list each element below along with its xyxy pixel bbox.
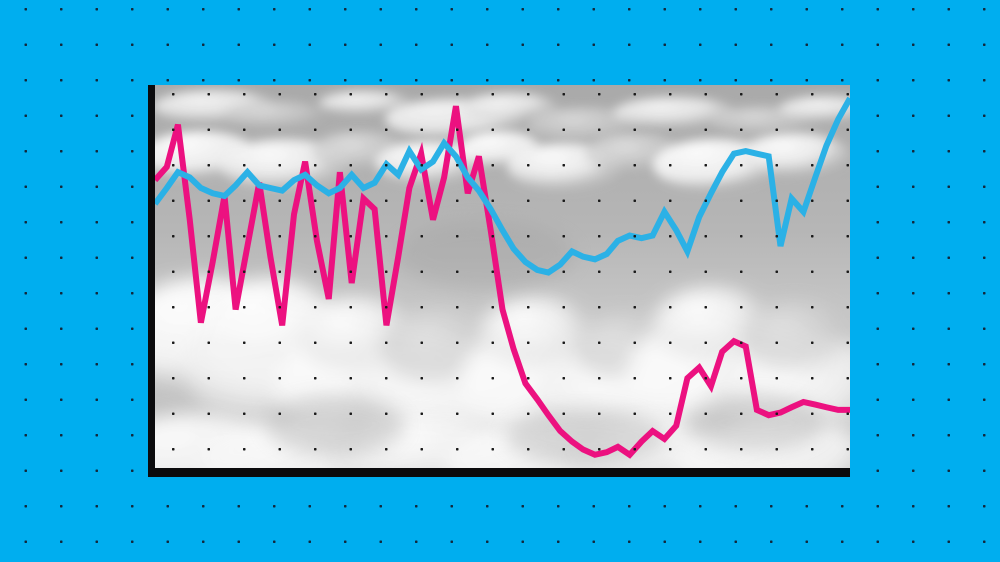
cloudscape-photo <box>155 85 850 468</box>
line-chart-series-layer <box>155 96 850 459</box>
magenta-series-line <box>155 105 850 459</box>
panel-bottom-border <box>148 468 850 477</box>
blue-series-line <box>155 96 850 276</box>
cloud-photo-chart-panel <box>148 85 850 477</box>
panel-left-border <box>148 85 155 477</box>
